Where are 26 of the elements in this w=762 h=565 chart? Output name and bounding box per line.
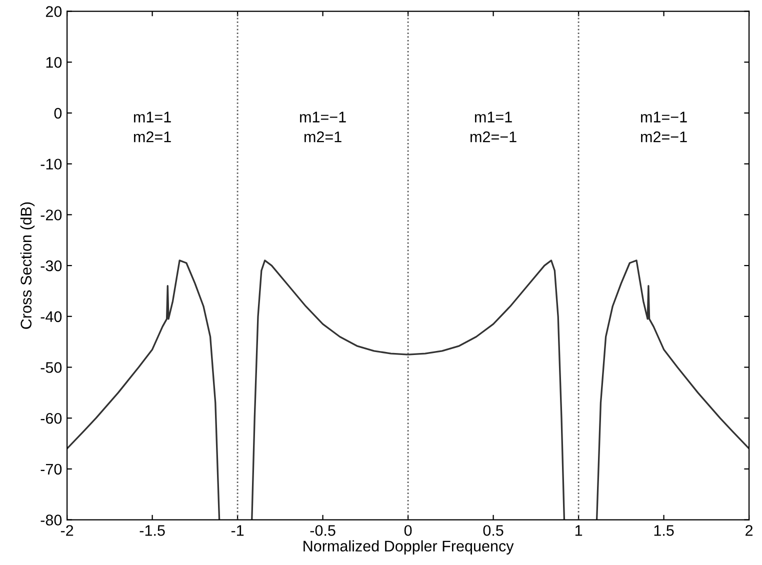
y-axis-title: Cross Section (dB): [20, 202, 35, 329]
y-tick-label: -60: [40, 412, 62, 424]
y-tick-label: 10: [46, 57, 62, 68]
y-tick-label: -10: [40, 158, 62, 170]
x-tick-label: 1: [575, 525, 582, 536]
x-tick-label: 2: [746, 525, 753, 536]
x-axis-title: Normalized Doppler Frequency: [304, 540, 514, 555]
x-tick-label: 0: [404, 525, 412, 536]
x-tick-label: -1: [231, 525, 244, 536]
y-tick-label: -70: [40, 464, 62, 475]
x-tick-label: 0.5: [483, 525, 504, 536]
annotation: m1=1 m2=−1: [470, 112, 516, 142]
x-tick-label: -1.5: [140, 525, 165, 536]
annotation: m1=1 m2=1: [134, 112, 171, 142]
annotation: m1=−1 m2=−1: [641, 112, 687, 142]
annotation: m1=−1 m2=1: [300, 112, 346, 142]
x-tick-label: -0.5: [310, 525, 336, 536]
x-tick-label: -2: [60, 525, 74, 536]
y-tick-label: -80: [40, 514, 62, 526]
y-tick-label: 20: [46, 6, 62, 17]
y-tick-label: -20: [40, 210, 62, 220]
y-tick-label: -40: [40, 311, 62, 322]
y-tick-label: 0: [54, 108, 62, 119]
y-tick-label: -50: [40, 362, 62, 373]
y-tick-label: -30: [40, 260, 62, 272]
x-tick-label: 1.5: [654, 525, 674, 536]
